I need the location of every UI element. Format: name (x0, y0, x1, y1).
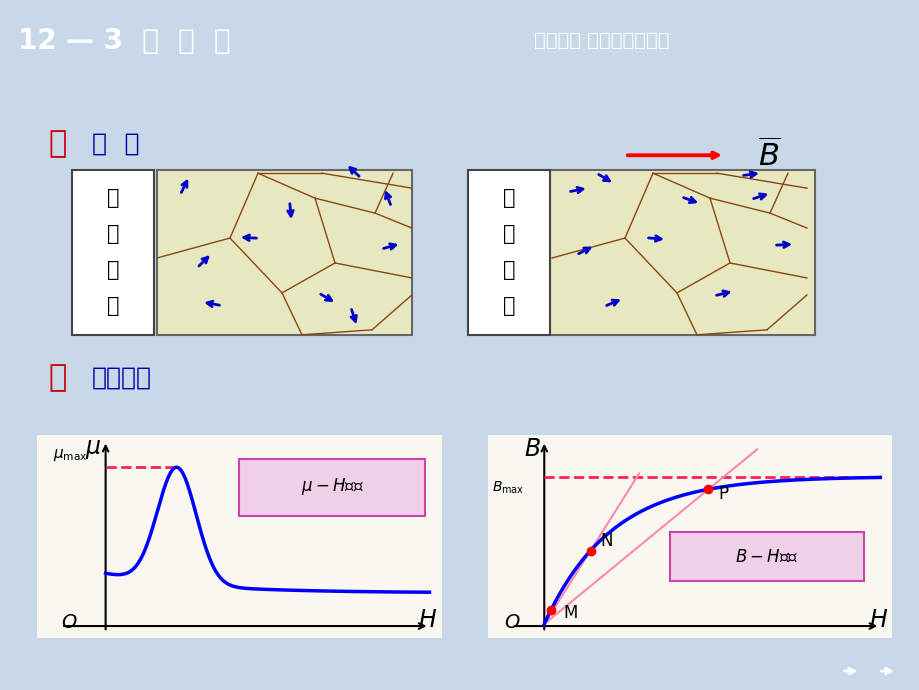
Text: $O$: $O$ (503, 613, 519, 632)
Bar (72, 170, 153, 335)
Text: 有: 有 (502, 188, 515, 208)
Text: 第十二章 磁场中的磁介质: 第十二章 磁场中的磁介质 (533, 31, 668, 50)
Text: $O$: $O$ (61, 613, 77, 632)
Text: $H$: $H$ (868, 608, 888, 632)
Text: $H$: $H$ (418, 608, 437, 632)
Text: 12 — 3  铁  磁  质: 12 — 3 铁 磁 质 (18, 27, 231, 55)
Text: 磁化曲线: 磁化曲线 (92, 366, 152, 390)
Text: 一: 一 (48, 129, 66, 158)
Text: 无: 无 (107, 188, 119, 208)
Text: 磁: 磁 (502, 260, 515, 280)
Text: $\mu_{\mathrm{max}}$: $\mu_{\mathrm{max}}$ (53, 447, 87, 463)
Text: $B_{\mathrm{max}}$: $B_{\mathrm{max}}$ (491, 480, 524, 496)
Text: $\mu$: $\mu$ (85, 437, 101, 461)
Text: 场: 场 (107, 296, 119, 316)
Text: 外: 外 (107, 224, 119, 244)
Bar (550, 170, 814, 335)
Bar (669, 533, 863, 581)
Bar (239, 459, 425, 516)
Bar (468, 170, 550, 335)
Text: $\overline{B}$: $\overline{B}$ (757, 138, 780, 172)
Text: N: N (600, 533, 613, 551)
Text: $\mu - H$曲线: $\mu - H$曲线 (301, 476, 363, 497)
Text: $B$: $B$ (523, 437, 540, 461)
Text: 外: 外 (502, 224, 515, 244)
Text: $B - H$曲线: $B - H$曲线 (734, 548, 798, 566)
Text: 磁: 磁 (107, 260, 119, 280)
Text: 磁  畴: 磁 畴 (92, 131, 140, 155)
Text: 二: 二 (48, 363, 66, 392)
Text: P: P (718, 486, 728, 504)
Text: M: M (562, 604, 577, 622)
Text: 场: 场 (502, 296, 515, 316)
Bar (157, 170, 412, 335)
